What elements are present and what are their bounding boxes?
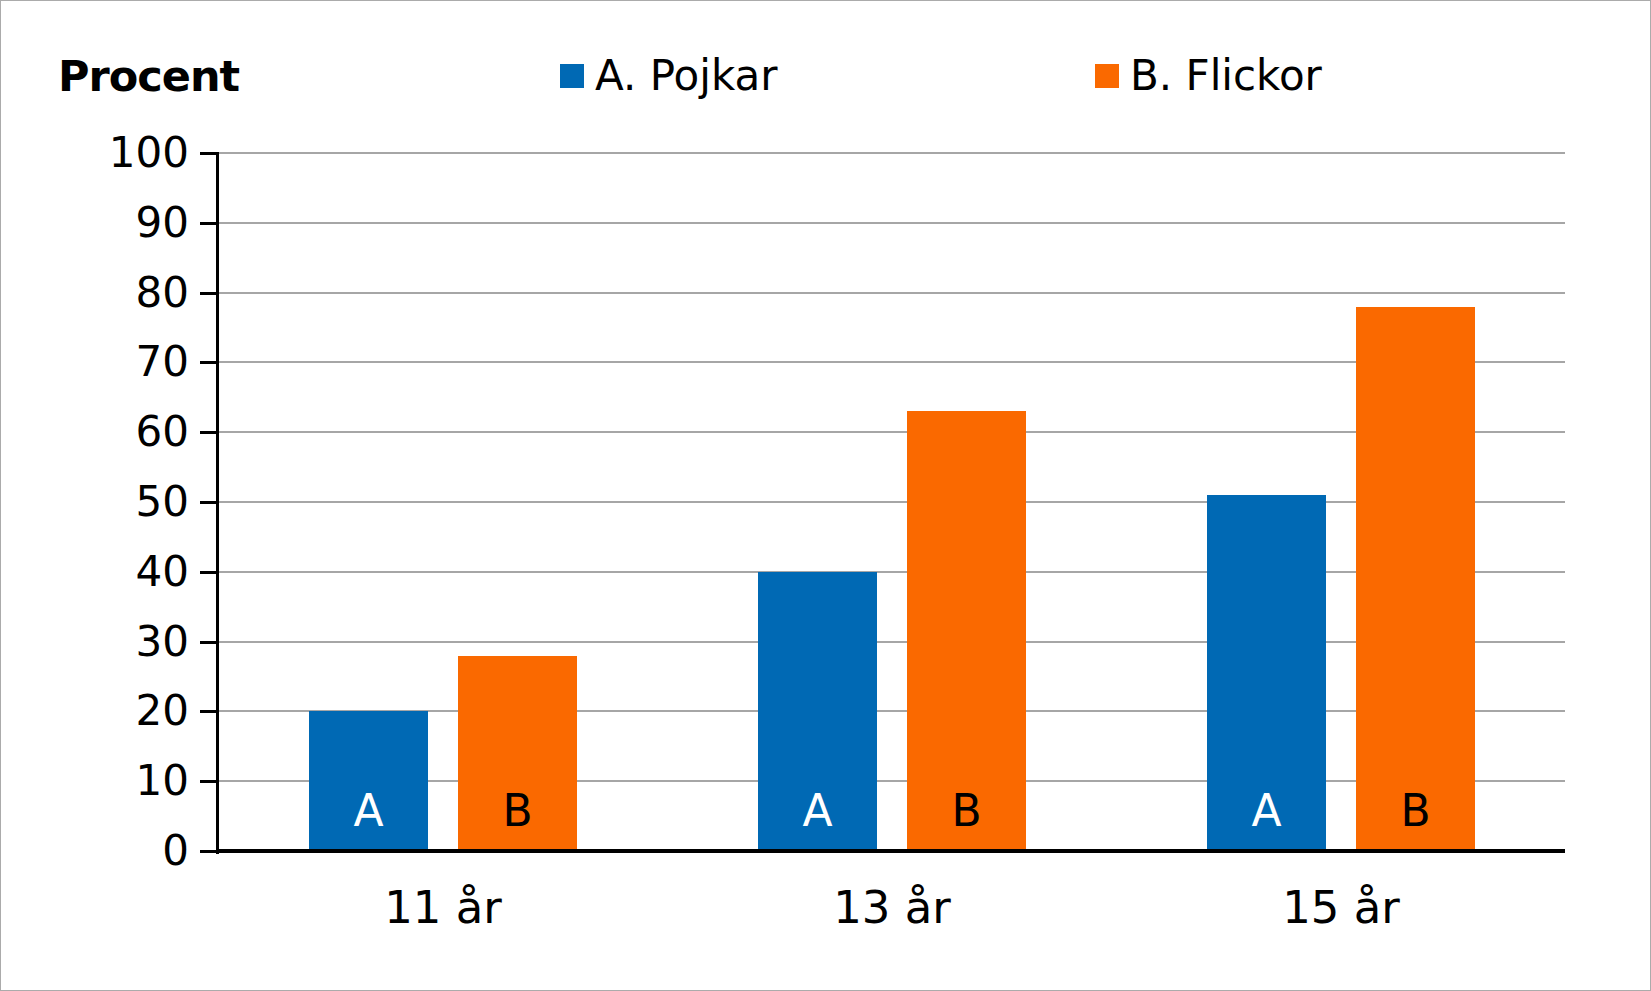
y-tick-label-80: 80	[59, 272, 189, 314]
legend-item-pojkar: A. Pojkar	[560, 53, 777, 97]
y-tick-90	[200, 222, 216, 225]
x-category-label-13-år: 13 år	[742, 881, 1042, 934]
y-tick-label-70: 70	[59, 341, 189, 383]
bar-chart: Procent A. Pojkar B. Flickor 01020304050…	[0, 0, 1651, 991]
x-category-label-11-år: 11 år	[293, 881, 593, 934]
bar-label-a: A	[1207, 789, 1326, 833]
bar-b-15-år: B	[1356, 307, 1475, 851]
y-tick-label-20: 20	[59, 690, 189, 732]
bar-label-a: A	[309, 789, 428, 833]
y-tick-label-60: 60	[59, 411, 189, 453]
x-axis-line	[216, 849, 1565, 853]
y-tick-20	[200, 710, 216, 713]
y-tick-label-30: 30	[59, 621, 189, 663]
y-tick-100	[200, 152, 216, 155]
y-tick-40	[200, 571, 216, 574]
bar-a-11-år: A	[309, 711, 428, 851]
y-tick-label-40: 40	[59, 551, 189, 593]
y-tick-0	[200, 850, 216, 853]
gridline-100	[219, 152, 1565, 154]
y-axis-line	[216, 152, 219, 854]
y-tick-label-90: 90	[59, 202, 189, 244]
y-tick-label-100: 100	[59, 132, 189, 174]
bar-b-11-år: B	[458, 656, 577, 851]
y-tick-70	[200, 361, 216, 364]
y-tick-10	[200, 780, 216, 783]
bar-label-b: B	[1356, 789, 1475, 833]
y-tick-30	[200, 641, 216, 644]
bar-label-a: A	[758, 789, 877, 833]
plot-area: 0102030405060708090100ABABAB	[219, 153, 1565, 851]
legend-label-flickor: B. Flickor	[1130, 51, 1322, 100]
y-axis-title: Procent	[58, 51, 239, 101]
y-tick-50	[200, 501, 216, 504]
bar-label-b: B	[907, 789, 1026, 833]
x-category-label-15-år: 15 år	[1191, 881, 1491, 934]
gridline-80	[219, 292, 1565, 294]
y-tick-80	[200, 292, 216, 295]
legend-swatch-pojkar-icon	[560, 64, 584, 88]
y-tick-label-10: 10	[59, 760, 189, 802]
bar-b-13-år: B	[907, 411, 1026, 851]
bar-a-15-år: A	[1207, 495, 1326, 851]
y-tick-label-50: 50	[59, 481, 189, 523]
gridline-90	[219, 222, 1565, 224]
legend-item-flickor: B. Flickor	[1095, 53, 1322, 97]
y-tick-60	[200, 431, 216, 434]
y-tick-label-0: 0	[59, 830, 189, 872]
bar-label-b: B	[458, 789, 577, 833]
legend-label-pojkar: A. Pojkar	[595, 51, 777, 100]
legend-swatch-flickor-icon	[1095, 64, 1119, 88]
bar-a-13-år: A	[758, 572, 877, 851]
